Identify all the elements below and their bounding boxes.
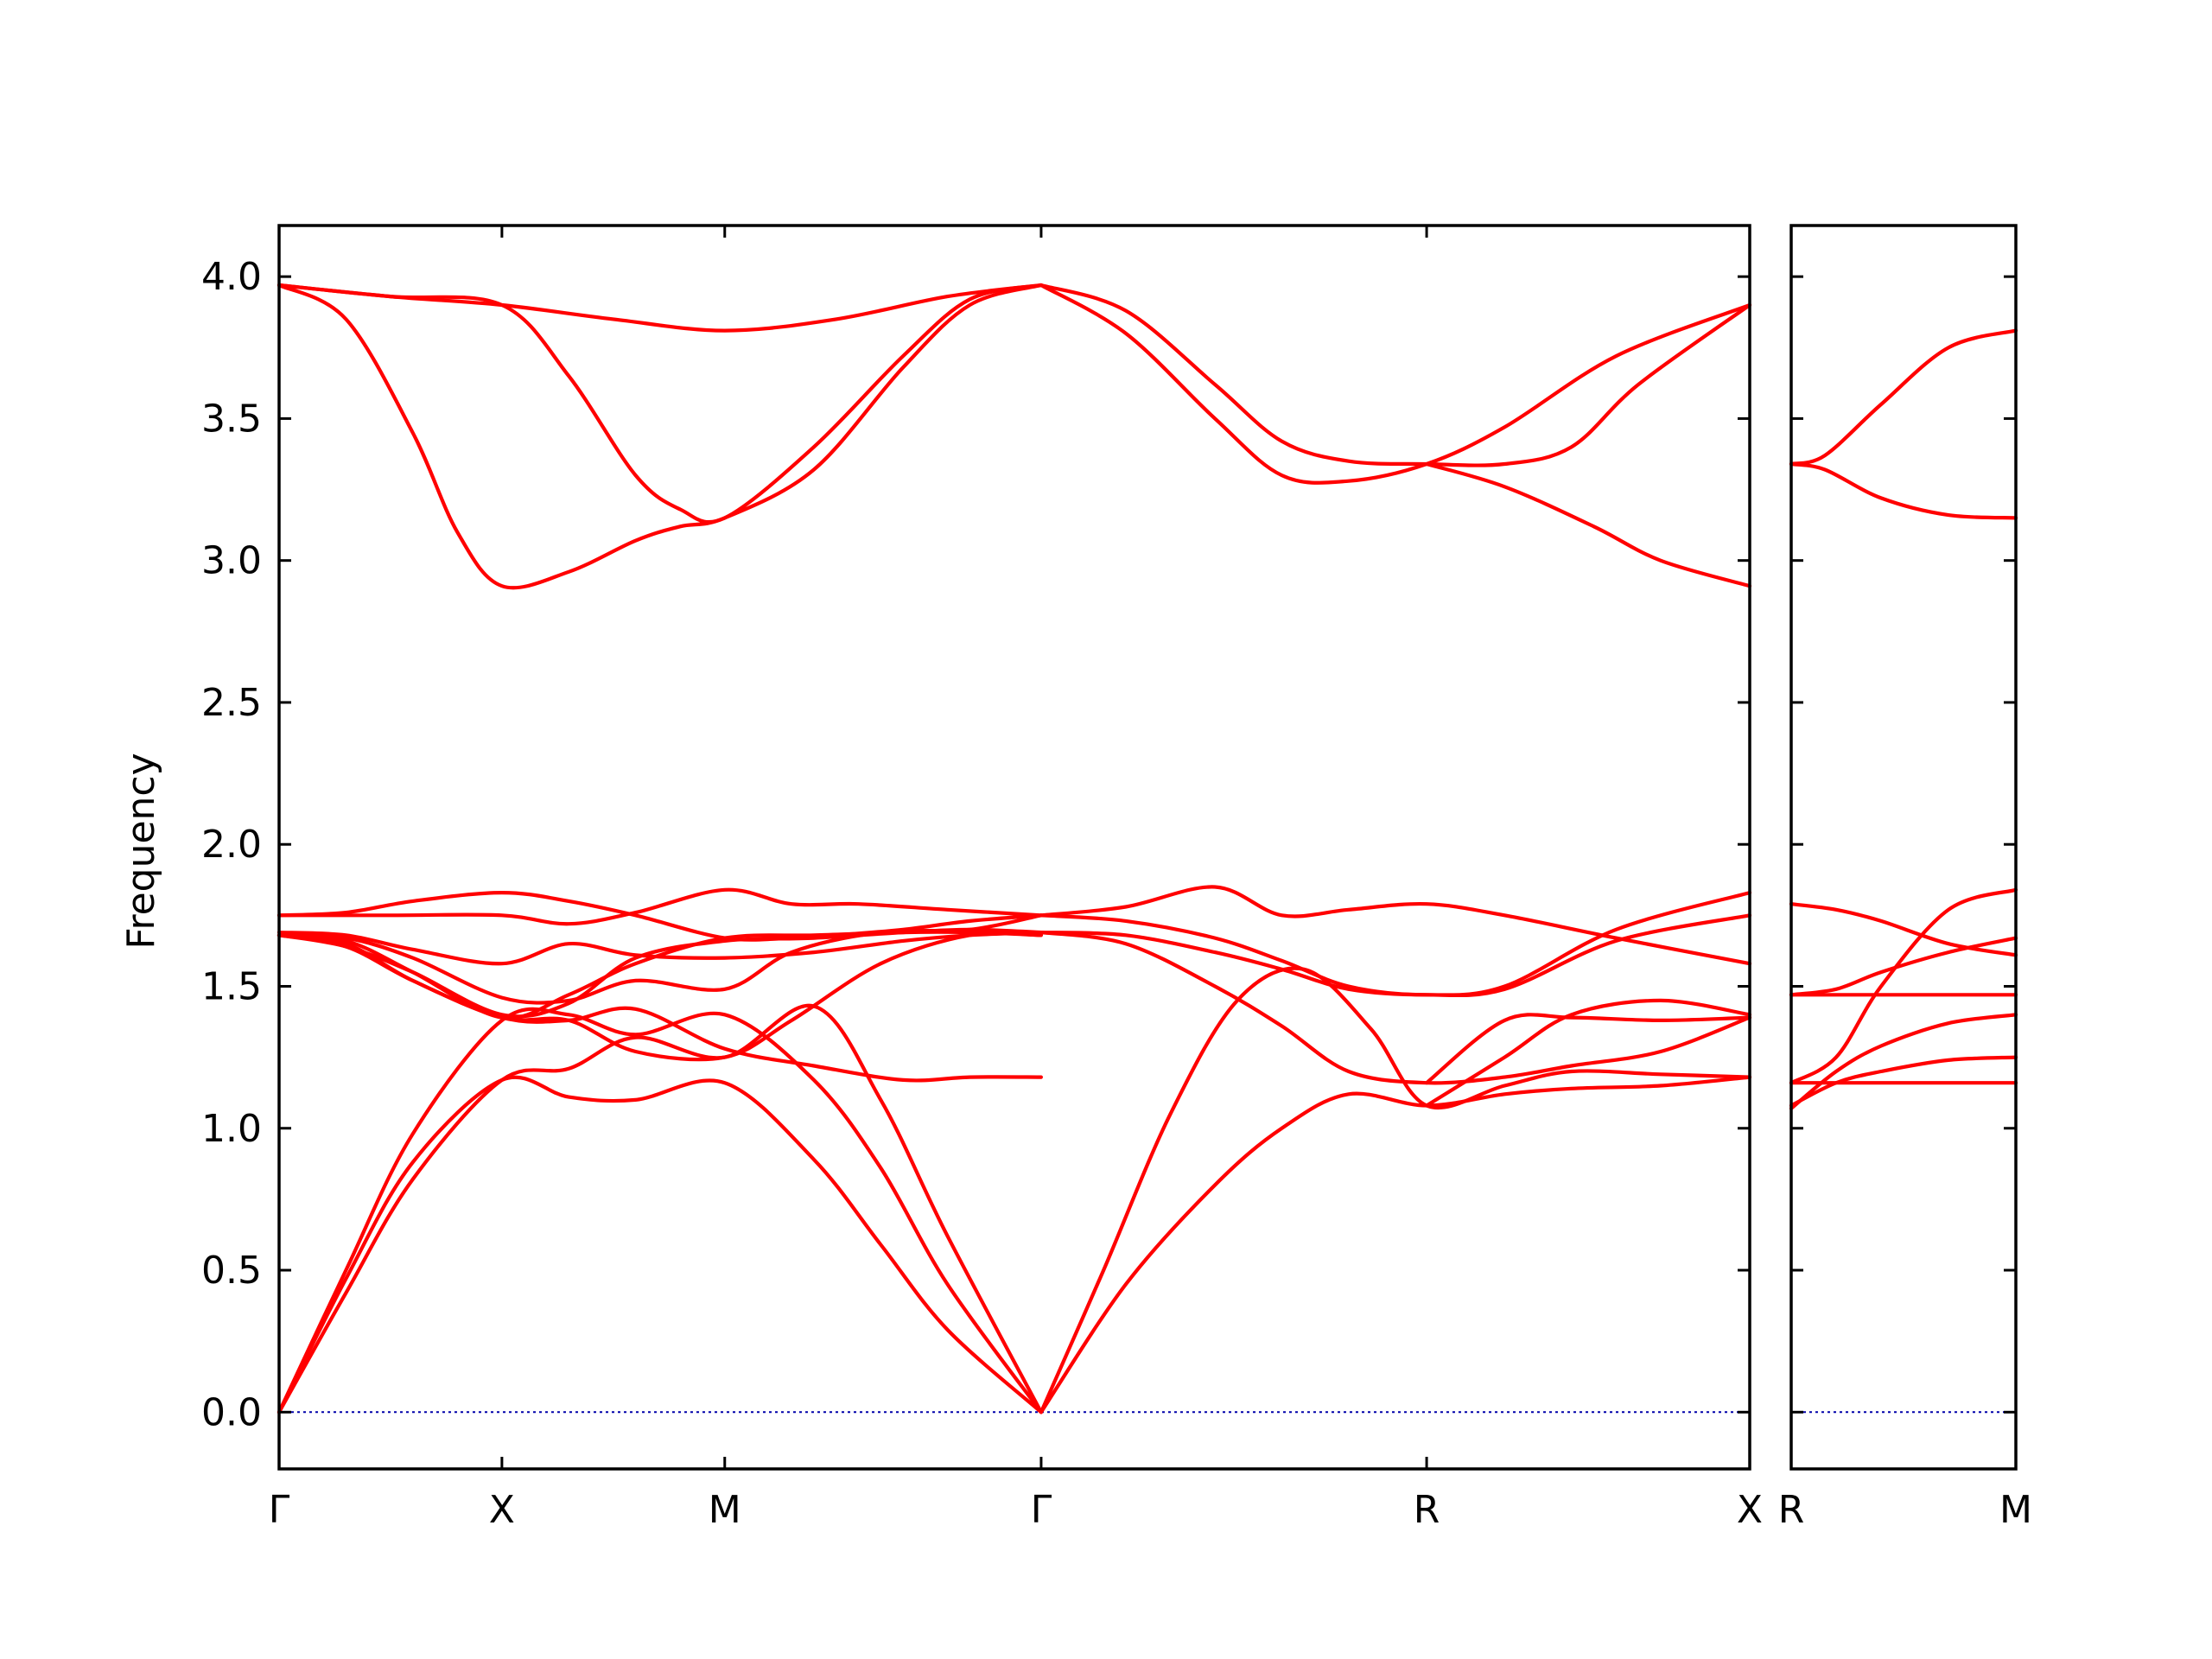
band-line xyxy=(1039,966,1752,1414)
axes-frame xyxy=(1789,224,2018,1471)
band-line xyxy=(276,1003,1043,1414)
x-tick-label: R xyxy=(1778,1488,1805,1532)
y-tick-label: 2.0 xyxy=(201,823,262,867)
band-line xyxy=(1789,1013,2018,1110)
y-tick-label: 1.5 xyxy=(201,964,262,1008)
band-line xyxy=(1039,283,1752,467)
band-line xyxy=(1039,885,1752,966)
axes-frame xyxy=(277,224,1751,1471)
band-line xyxy=(1425,461,1752,588)
band-line xyxy=(1039,283,1752,485)
y-tick-label: 0.5 xyxy=(201,1249,262,1293)
band-line xyxy=(276,931,1043,1062)
band-line xyxy=(1039,913,1752,998)
band-line xyxy=(276,283,1043,590)
band-line xyxy=(1039,891,1752,997)
band-line xyxy=(1789,936,2018,997)
y-axis-label: Frequency xyxy=(119,753,163,949)
band-line xyxy=(276,927,1043,1019)
band-line xyxy=(276,891,1043,942)
band-line xyxy=(1789,902,2018,957)
band-line xyxy=(1039,1075,1752,1414)
band-line xyxy=(276,1007,1043,1414)
x-tick-label: M xyxy=(709,1488,741,1532)
x-tick-label: X xyxy=(1737,1488,1763,1532)
y-tick-label: 3.5 xyxy=(201,397,262,441)
y-tick-label: 1.0 xyxy=(201,1107,262,1151)
y-tick-label: 2.5 xyxy=(201,681,262,725)
x-tick-label: X xyxy=(489,1488,515,1532)
band-line xyxy=(276,283,1043,333)
band-line xyxy=(276,887,1043,926)
band-line xyxy=(1425,998,1752,1108)
band-line xyxy=(1425,1013,1752,1085)
band-line xyxy=(276,931,1043,966)
x-tick-label: R xyxy=(1414,1488,1440,1532)
band-line xyxy=(276,913,1043,1005)
band-line xyxy=(276,1075,1043,1414)
band-line xyxy=(1789,328,2018,467)
band-line xyxy=(276,283,1043,524)
band-line xyxy=(1789,1055,2018,1108)
y-tick-label: 4.0 xyxy=(201,255,262,299)
band-line xyxy=(1789,461,2018,520)
band-line xyxy=(1039,931,1752,1085)
y-tick-label: 0.0 xyxy=(201,1390,262,1434)
x-tick-label: Γ xyxy=(269,1488,290,1532)
x-tick-label: Γ xyxy=(1031,1488,1052,1532)
main-path-panel: 0.0 0.5 1.0 1.5 2.0 2.5 3.0 3.5 4.0 Γ X M Γ R X xyxy=(201,224,1763,1532)
y-tick-label: 3.0 xyxy=(201,539,262,583)
x-tick-label: M xyxy=(1999,1488,2032,1532)
band-line xyxy=(1789,887,2018,1085)
